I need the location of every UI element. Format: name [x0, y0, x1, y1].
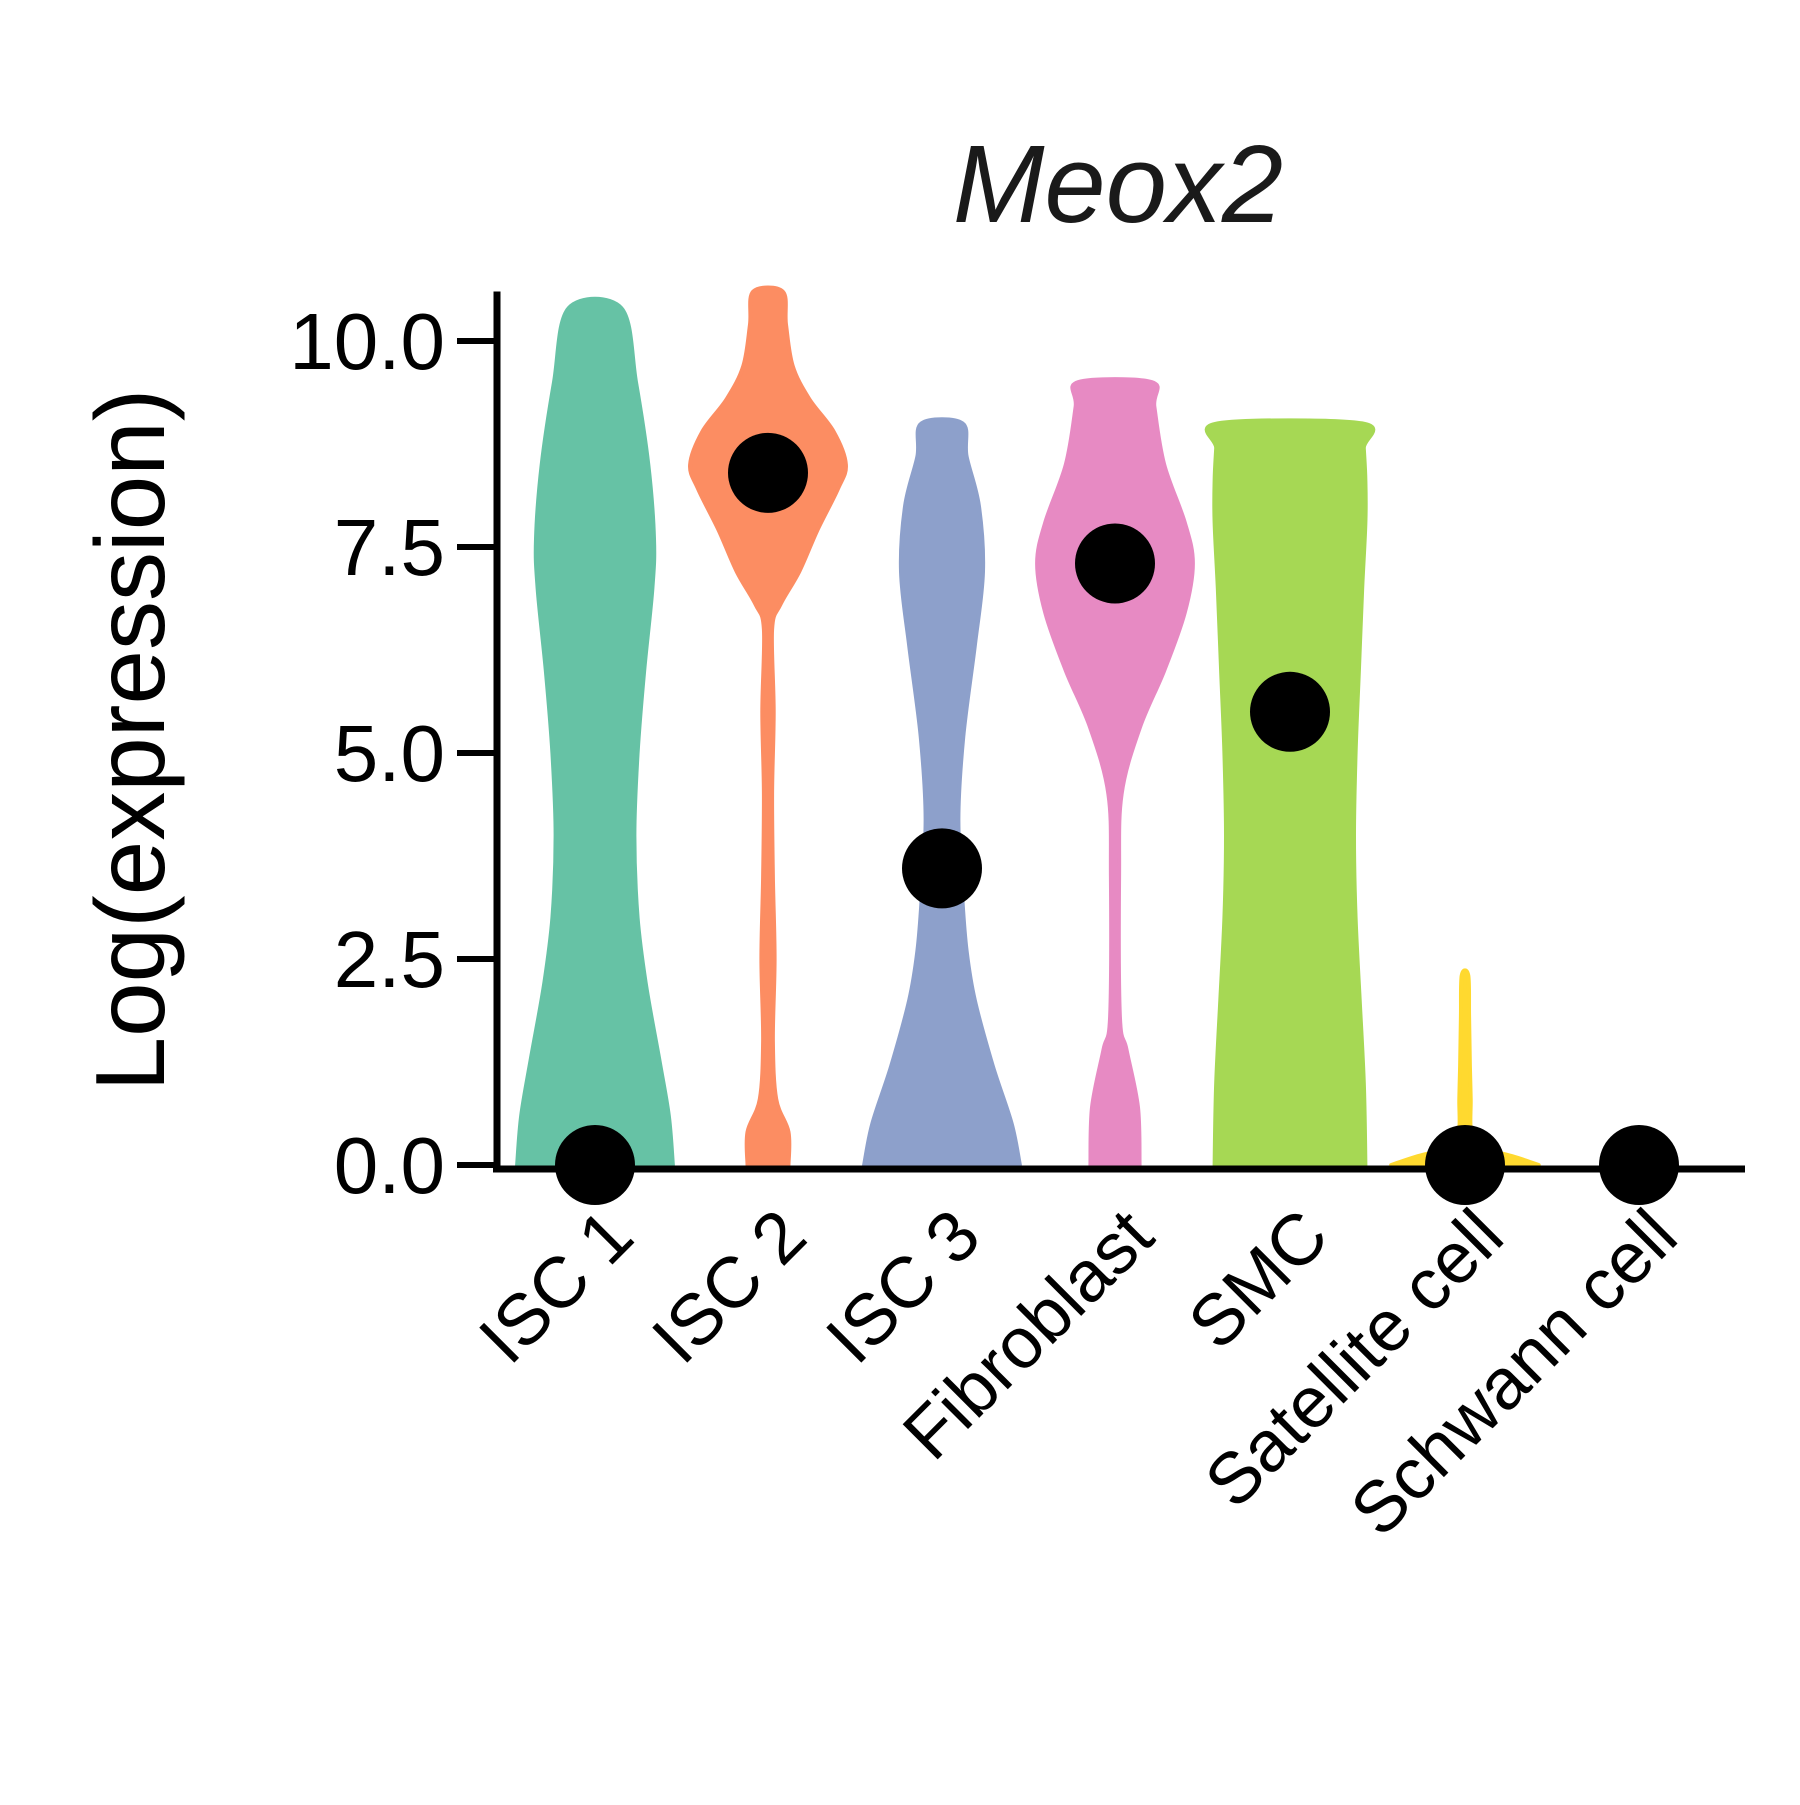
y-ticks: 0.0 2.5 5.0 7.5 10.0 [289, 297, 497, 1210]
median-point [728, 432, 808, 513]
median-point [1425, 1125, 1505, 1205]
axes-layer [493, 291, 1745, 1173]
median-point [902, 828, 982, 909]
chart-title: Meox2 [953, 123, 1283, 246]
violins-layer [515, 285, 1541, 1167]
violin-smc [1204, 418, 1376, 1167]
violin-isc-1 [515, 296, 675, 1167]
violin-isc-2 [688, 285, 848, 1167]
violin-isc-3 [862, 417, 1022, 1167]
median-point [1250, 671, 1330, 752]
median-point [1599, 1125, 1679, 1205]
y-tick-label: 5.0 [334, 709, 445, 798]
x-category-label: ISC 2 [637, 1195, 821, 1379]
y-tick-label: 7.5 [334, 503, 445, 592]
median-point [555, 1125, 635, 1205]
x-category-label: ISC 1 [464, 1195, 648, 1379]
medians-layer [555, 432, 1679, 1205]
violin-fibroblast [1035, 377, 1195, 1167]
y-tick-label: 2.5 [334, 915, 445, 1004]
y-tick-label: 0.0 [334, 1121, 445, 1210]
median-point [1075, 523, 1155, 604]
y-axis-label: Log(expression) [75, 389, 185, 1092]
y-tick-label: 10.0 [289, 297, 445, 386]
